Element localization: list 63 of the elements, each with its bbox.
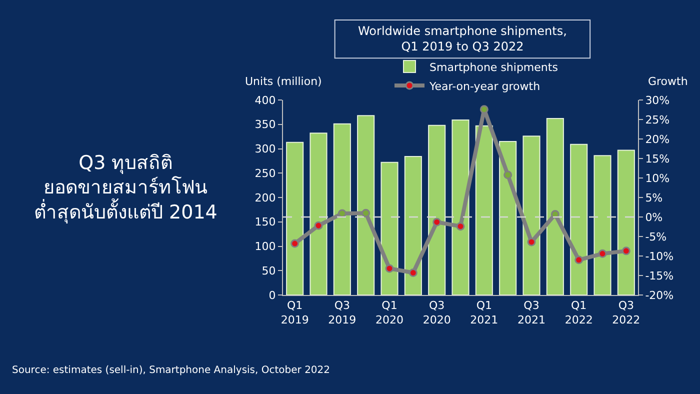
x-tick-label: Q1 2019 xyxy=(280,299,309,326)
y2-tick-label: -10% xyxy=(645,250,674,263)
y2-tick-label: -5% xyxy=(645,230,667,244)
point xyxy=(504,170,512,180)
point xyxy=(598,249,607,258)
bar xyxy=(380,162,398,295)
y-axis-title: Units (million) xyxy=(245,75,322,88)
y2-tick-label: 25% xyxy=(645,113,670,126)
y-tick-label: 300 xyxy=(254,142,276,156)
bar xyxy=(546,118,564,295)
point xyxy=(385,264,394,273)
bar xyxy=(310,132,328,295)
y-tick-label: 350 xyxy=(254,118,276,132)
x-tick-label: Q3 2020 xyxy=(422,299,451,326)
point xyxy=(527,238,536,246)
y2-tick-label: 0% xyxy=(645,210,663,224)
point xyxy=(362,208,370,218)
x-tick-label: Q1 2020 xyxy=(376,299,404,326)
point xyxy=(338,209,346,218)
bar xyxy=(404,156,422,295)
point xyxy=(432,218,442,226)
bar xyxy=(522,136,540,295)
bar xyxy=(594,155,612,295)
point xyxy=(622,246,630,256)
bar xyxy=(428,124,446,295)
y2-tick-label: 5% xyxy=(645,191,663,204)
bar xyxy=(499,140,517,295)
x-tick-label: Q3 2022 xyxy=(612,299,640,326)
y-tick-label: 150 xyxy=(254,216,276,229)
y2-tick-label: 10% xyxy=(645,172,670,185)
chart-title: Worldwide smartphone shipments, Q1 2019 to Q3 2022 xyxy=(358,24,567,54)
x-tick-label: Q1 2021 xyxy=(470,299,498,326)
y2-tick-label: 20% xyxy=(645,132,670,146)
bar xyxy=(357,115,375,295)
bar xyxy=(286,142,304,295)
source-note: Source: estimates (sell-in), Smartphone Analysis, October 2022 xyxy=(12,365,330,376)
y-tick-label: 0 xyxy=(268,288,276,302)
point xyxy=(314,221,323,230)
y2-tick-label: -20% xyxy=(645,288,674,302)
y2-tick-label: 15% xyxy=(645,152,670,166)
y2-axis-title: Growth xyxy=(648,75,688,88)
point xyxy=(456,222,465,231)
point xyxy=(408,268,418,278)
bar xyxy=(333,123,351,295)
y-tick-label: 50 xyxy=(262,264,276,278)
legend-label: Smartphone shipments xyxy=(430,60,558,74)
x-tick-label: Q3 2019 xyxy=(328,299,356,326)
y-tick-label: 250 xyxy=(254,166,276,180)
y-tick-label: 400 xyxy=(254,94,276,107)
text: Q3 ทุบสถิติ ยอดขายสมาร์ทโฟน ต่ำสุดนับตั้งแต่ปี 2014 xyxy=(34,152,218,224)
point xyxy=(574,256,584,264)
bar xyxy=(570,144,588,295)
y2-tick-label: 30% xyxy=(645,94,670,107)
y2-tick-label: -15% xyxy=(645,269,674,282)
bar xyxy=(475,125,493,295)
y-tick-label: 100 xyxy=(254,240,276,254)
y-tick-label: 200 xyxy=(254,191,276,204)
bar xyxy=(452,119,470,295)
legend-label: Year-on-year growth xyxy=(428,80,540,93)
point xyxy=(290,239,300,248)
x-tick-label: Q3 2021 xyxy=(518,299,546,326)
x-tick-label: Q1 2022 xyxy=(564,299,593,326)
bar xyxy=(617,150,635,295)
